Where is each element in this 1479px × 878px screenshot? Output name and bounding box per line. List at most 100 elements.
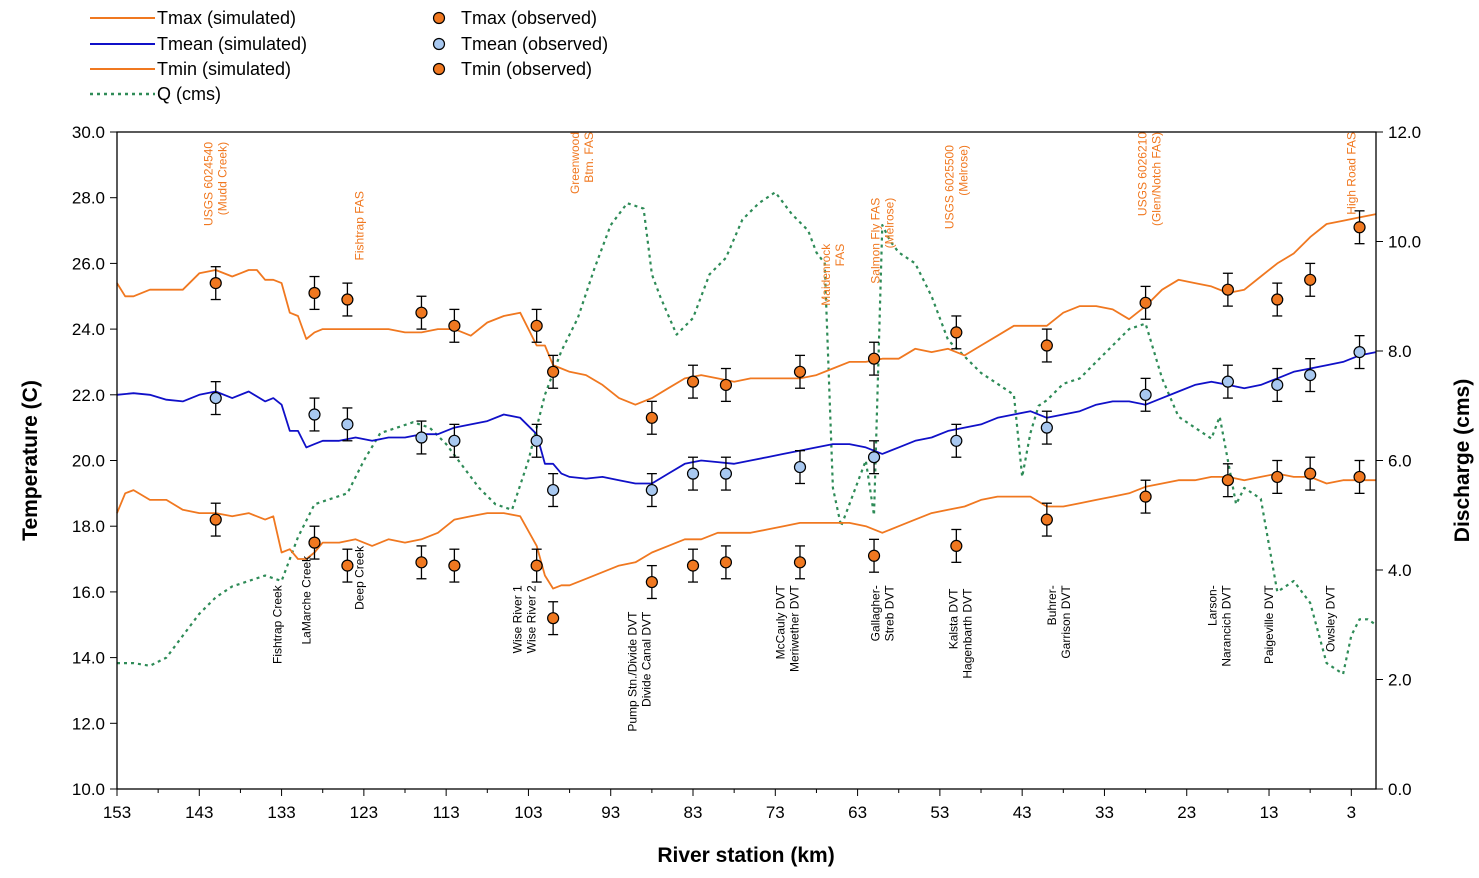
point-marker <box>1304 368 1317 382</box>
point-marker <box>645 575 658 589</box>
point-marker <box>448 559 461 572</box>
y2-tick-label: 0.0 <box>1388 780 1412 799</box>
data-point-tmax-observed <box>867 341 881 376</box>
legend-item-tmax-simulated: Tmax (simulated) <box>90 8 296 28</box>
point-marker <box>415 556 428 569</box>
legend-label: Q (cms) <box>157 84 221 104</box>
point-marker <box>686 559 700 572</box>
site-label-line: Pump Stn./Divide DVT <box>626 611 640 732</box>
x-tick-label: 83 <box>684 803 703 822</box>
point-marker <box>1271 378 1284 392</box>
data-point-tmax-observed <box>1271 282 1284 317</box>
site-label-line: USGS 6026210 <box>1136 132 1150 216</box>
site-annotations: USGS 6024540 (Mudd Creek) Fishtrap FAS Gree… <box>202 132 1359 732</box>
site-label-line: Salmon Fly FAS <box>868 198 882 284</box>
data-point-tmean-observed <box>793 449 807 485</box>
point-marker <box>1040 339 1053 352</box>
site-label: Buhrer- Garrison DVT <box>1045 585 1073 659</box>
point-marker <box>530 434 543 447</box>
point-marker <box>793 365 807 378</box>
x-tick-label: 43 <box>1013 803 1032 822</box>
site-label-line: McCauly DVT <box>774 585 788 660</box>
series-line-tmax-simulated <box>116 213 1377 406</box>
axes: 153 143 133 123 113 103 93 83 73 63 53 43 33 23 13 310.… <box>72 123 1421 822</box>
point-marker <box>1040 513 1053 526</box>
data-point-tmax-observed <box>686 364 700 399</box>
legend-label: Tmax (observed) <box>461 8 597 28</box>
data-point-tmean-observed <box>719 456 733 491</box>
site-label: Fishtrap Creek <box>271 584 285 664</box>
site-label-line: Maidenrock <box>819 243 833 306</box>
point-marker <box>308 286 321 300</box>
data-point-tmax-observed <box>530 308 543 343</box>
site-label-line: Owsley DVT <box>1324 585 1338 652</box>
point-marker <box>1221 283 1234 296</box>
data-point-tmin-observed <box>1139 479 1152 514</box>
site-label: McCauly DVT Meriwether DVT <box>774 585 802 672</box>
point-marker <box>719 378 733 392</box>
site-label-line: Gallagher- <box>868 585 882 641</box>
x-tick-label: 33 <box>1095 803 1114 822</box>
data-point-tmin-observed <box>1040 502 1053 537</box>
data-point-tmax-observed <box>547 354 560 389</box>
point-marker <box>209 391 222 405</box>
site-label-line: LaMarche Creek <box>299 555 313 645</box>
point-marker <box>1271 470 1284 484</box>
series-line-tmin-simulated <box>116 472 1376 590</box>
point-marker <box>950 434 963 447</box>
point-marker <box>1040 421 1053 434</box>
data-point-tmax-observed <box>1139 285 1152 320</box>
site-label: Fishtrap FAS <box>353 191 367 260</box>
point-marker <box>547 612 560 625</box>
site-label-line: (Melrose) <box>956 145 970 196</box>
x-tick-label: 93 <box>601 803 620 822</box>
site-label: Salmon Fly FAS (Melrose) <box>868 198 896 284</box>
site-label: Kalsta DVT Hagenbarth DVT <box>946 588 974 679</box>
site-label-line: USGS 6025500 <box>942 145 956 229</box>
point-marker <box>415 306 428 319</box>
y2-tick-label: 12.0 <box>1388 123 1421 142</box>
point-marker <box>1304 273 1317 286</box>
x-tick-label: 153 <box>103 803 131 822</box>
data-point-tmean-observed <box>645 472 658 508</box>
data-point-tmin-observed <box>448 548 461 583</box>
data-point-tmax-observed <box>1353 210 1366 245</box>
site-label: Larson- Narancich DVT <box>1206 585 1234 667</box>
site-label-line: (Mudd Creek) <box>216 142 230 215</box>
site-label-line: (Melrose) <box>882 198 896 249</box>
site-label: Deep Creek <box>353 545 367 610</box>
data-point-tmean-observed <box>308 397 321 432</box>
site-label-line: Meriwether DVT <box>788 585 802 672</box>
site-label-line: Greenwood <box>568 132 582 194</box>
data-point-tmin-observed <box>1271 459 1284 495</box>
y-tick-label: 22.0 <box>72 386 105 405</box>
x-axis-title: River station (km) <box>657 844 834 867</box>
point-marker <box>448 319 461 332</box>
site-label-line: Deep Creek <box>353 545 367 610</box>
y2-tick-label: 4.0 <box>1388 561 1412 580</box>
site-label-line: Wise River 2 <box>524 585 538 653</box>
x-tick-label: 23 <box>1177 803 1196 822</box>
site-label-line: Fishtrap FAS <box>353 191 367 260</box>
data-point-tmax-observed <box>1221 272 1234 307</box>
site-label-line: USGS 6024540 <box>202 142 216 226</box>
point-marker <box>209 513 222 526</box>
y2-tick-label: 2.0 <box>1388 671 1412 690</box>
x-tick-label: 113 <box>433 803 460 822</box>
data-point-tmin-observed <box>719 545 733 580</box>
data-point-tmean-observed <box>867 440 881 475</box>
y-tick-label: 14.0 <box>72 649 105 668</box>
site-label: High Road FAS <box>1344 132 1358 215</box>
legend-item-q-cms: Q (cms) <box>90 84 221 104</box>
legend-swatch <box>432 62 446 76</box>
x-tick-label: 13 <box>1260 803 1279 822</box>
site-label: Pump Stn./Divide DVT Divide Canal DVT <box>626 611 654 732</box>
data-point-tmean-observed <box>950 423 963 458</box>
site-label-line: Narancich DVT <box>1220 585 1234 667</box>
data-point-tmean-observed <box>1304 358 1317 393</box>
point-marker <box>341 418 354 431</box>
data-point-tmax-observed <box>1304 262 1317 297</box>
data-point-tmax-observed <box>415 295 428 330</box>
